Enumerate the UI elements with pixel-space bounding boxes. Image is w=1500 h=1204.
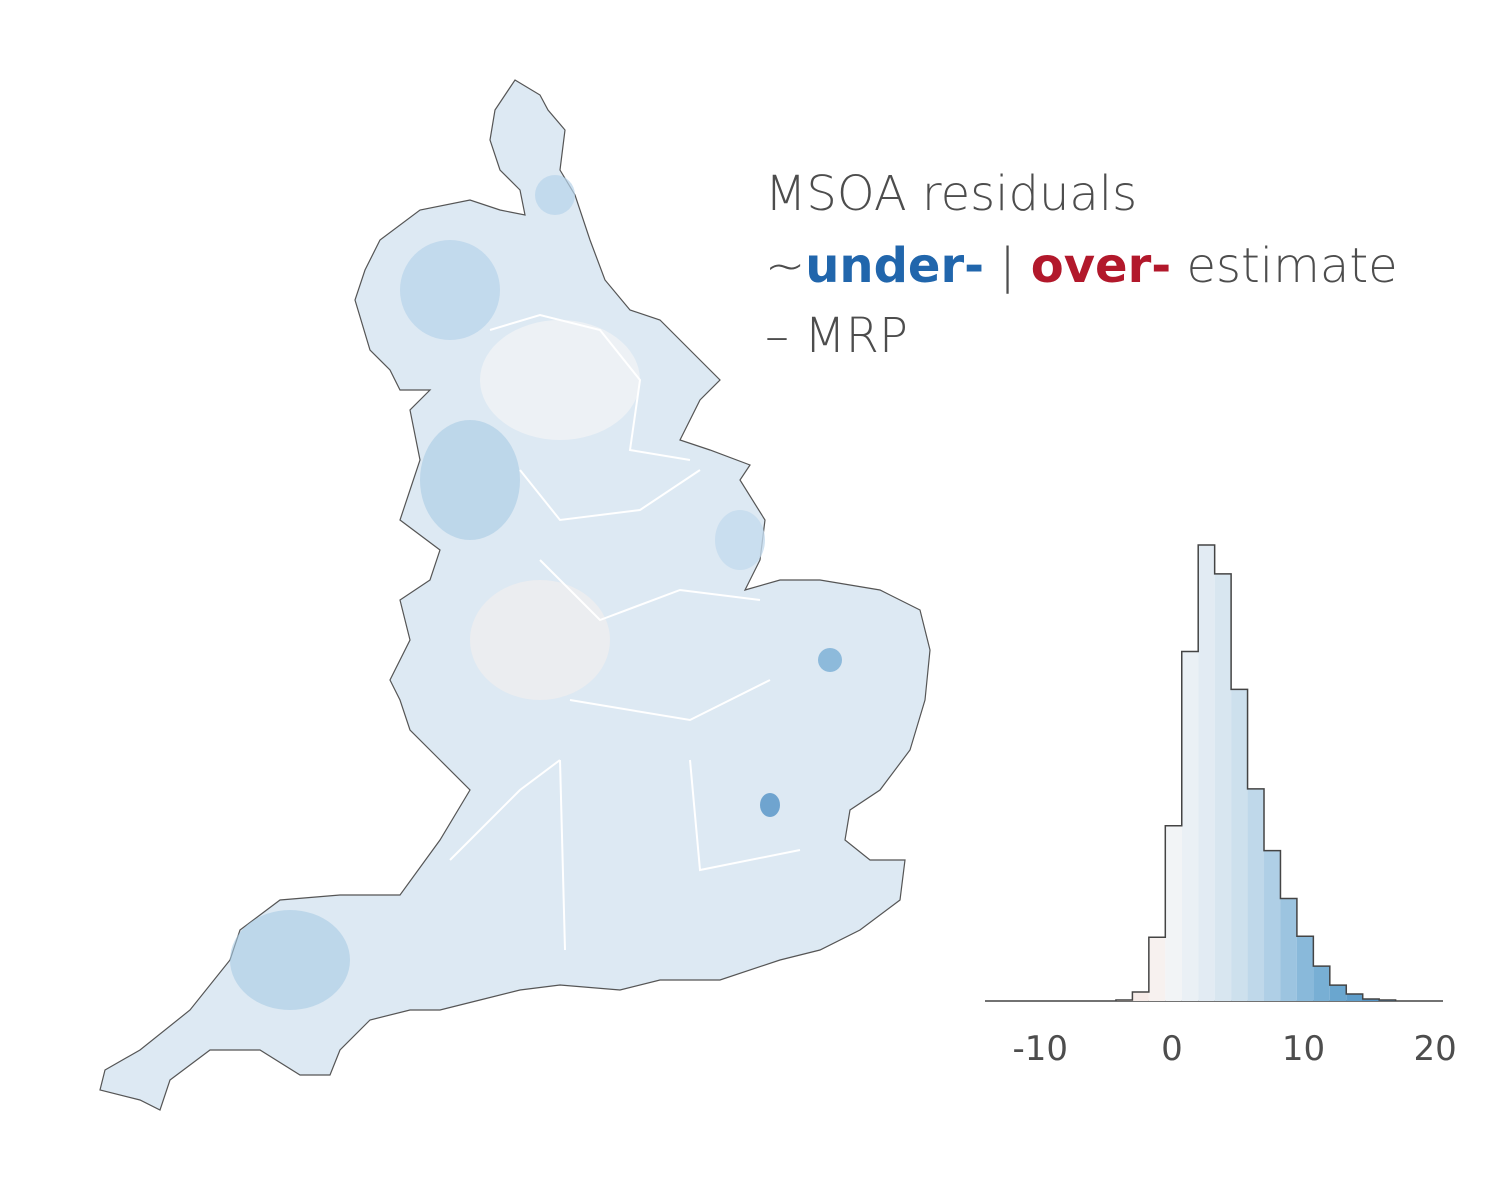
histogram: -10 0 10 20 — [985, 544, 1457, 1069]
bar — [1280, 898, 1297, 1001]
title-over: over- — [1031, 238, 1171, 294]
x-tick-label: -10 — [1013, 1029, 1069, 1069]
bar — [1264, 850, 1281, 1001]
england-map — [99, 79, 931, 1111]
bar — [1346, 994, 1363, 1001]
x-tick-label: 0 — [1161, 1029, 1183, 1069]
title-separator: | — [984, 238, 1031, 294]
bar — [1148, 937, 1166, 1001]
bar — [1198, 544, 1215, 1001]
title-line2: ~under- | over- estimate — [765, 238, 1398, 294]
bar — [1329, 985, 1347, 1001]
histogram-outline — [1115, 544, 1397, 1001]
title-under: under- — [805, 238, 984, 294]
map-shading — [230, 175, 842, 1010]
title-suffix: estimate — [1171, 238, 1397, 294]
region-borders — [449, 313, 801, 951]
bar — [1132, 992, 1149, 1001]
x-tick-label: 20 — [1413, 1029, 1456, 1069]
bar — [1362, 999, 1380, 1001]
bar — [1214, 573, 1232, 1001]
bar — [1313, 966, 1330, 1001]
bar — [1247, 788, 1265, 1001]
bar — [1231, 689, 1248, 1001]
x-tick-label: 10 — [1282, 1029, 1325, 1069]
bar — [1296, 936, 1314, 1001]
title-line3: – MRP — [765, 308, 908, 364]
title-line1: MSOA residuals — [765, 166, 1137, 222]
bar — [1165, 825, 1182, 1001]
bar — [1181, 651, 1199, 1001]
title-prefix: ~ — [765, 238, 805, 294]
